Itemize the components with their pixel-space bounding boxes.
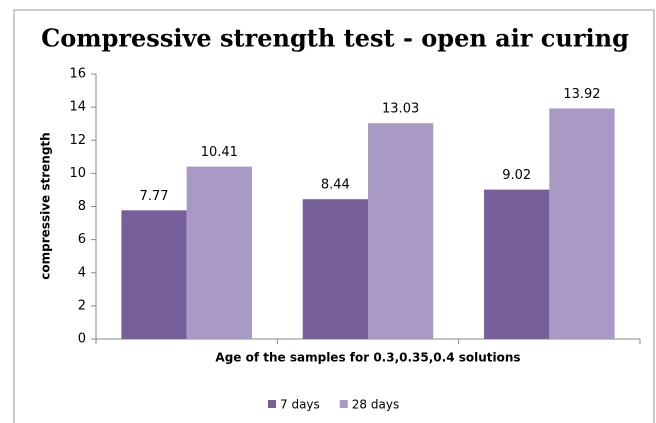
y-tick-label: 6: [78, 232, 86, 247]
data-label: 7.77: [140, 189, 169, 204]
y-tick-label: 8: [78, 199, 86, 214]
legend-swatch: [268, 400, 276, 408]
bar: [302, 199, 368, 339]
data-label: 8.44: [321, 178, 350, 193]
data-label: 10.41: [201, 145, 238, 160]
legend-swatch: [339, 400, 348, 408]
data-label: 13.03: [382, 102, 419, 117]
y-tick-label: 2: [78, 298, 86, 313]
legend-label: 28 days: [352, 398, 399, 412]
y-axis-label: compressive strength: [39, 132, 53, 279]
chart-title: Compressive strength test - open air cur…: [41, 24, 629, 53]
y-tick-label: 12: [69, 133, 86, 148]
bar: [484, 189, 550, 339]
y-tick-label: 14: [69, 100, 86, 115]
bar: [549, 108, 615, 339]
y-tick-label: 16: [69, 67, 86, 82]
bar: [368, 123, 434, 339]
y-tick-label: 4: [78, 265, 86, 280]
data-label: 13.92: [563, 87, 600, 102]
bar: [121, 210, 187, 339]
legend-label: 7 days: [280, 398, 320, 412]
y-tick-label: 0: [78, 332, 86, 347]
x-axis-label: Age of the samples for 0.3,0.35,0.4 solu…: [215, 351, 520, 365]
data-label: 9.02: [502, 168, 531, 183]
y-tick-label: 10: [69, 166, 86, 181]
bar: [186, 166, 252, 339]
